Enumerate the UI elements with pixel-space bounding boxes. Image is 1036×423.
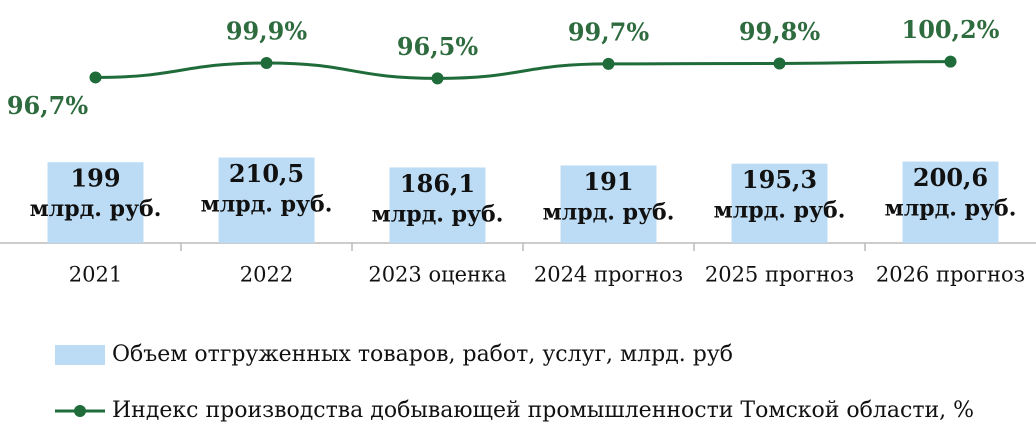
bar-value-label: 200,6	[913, 163, 988, 192]
line	[95, 60, 951, 80]
legend-label: Объем отгруженных товаров, работ, услуг,…	[112, 342, 733, 367]
bar	[560, 165, 657, 243]
bar-value-unit: млрд. руб.	[543, 199, 675, 225]
x-tick-label: 2023 оценка	[368, 263, 506, 287]
x-tick-label: 2021	[69, 263, 122, 287]
line-marker	[773, 57, 786, 70]
bar-value-unit: млрд. руб.	[885, 196, 1017, 222]
x-tick-label: 2024 прогноз	[534, 263, 683, 287]
x-tick-label: 2022	[240, 263, 293, 287]
bar-value-unit: млрд. руб.	[714, 198, 846, 224]
bar-value-unit: млрд. руб.	[201, 192, 333, 218]
bar-value-label: 186,1	[400, 169, 475, 198]
line-marker	[89, 71, 102, 84]
bar-value-label: 191	[583, 167, 633, 196]
legend-swatch	[55, 345, 105, 365]
x-tick-label: 2026 прогноз	[876, 263, 1025, 287]
line-marker	[602, 57, 615, 70]
line-value-label: 99,8%	[739, 17, 820, 46]
line-value-label: 96,5%	[397, 32, 478, 61]
bar-value-label: 195,3	[742, 165, 817, 194]
bar	[389, 167, 486, 243]
line-value-label: 100,2%	[902, 15, 1000, 44]
bar-value-unit: млрд. руб.	[372, 201, 504, 227]
line-marker	[260, 57, 273, 70]
bar-value-unit: млрд. руб.	[30, 196, 162, 222]
legend-swatch-marker	[74, 405, 86, 417]
bar	[47, 162, 144, 243]
bar-value-label: 199	[70, 164, 120, 193]
bar-value-label: 210,5	[229, 159, 304, 188]
line-marker	[431, 72, 444, 85]
legend-label: Индекс производства добывающей промышлен…	[112, 398, 974, 423]
bar	[902, 161, 999, 243]
line-marker	[944, 55, 957, 68]
bar	[218, 157, 315, 243]
bar	[731, 163, 828, 243]
line-value-label: 96,7%	[7, 91, 88, 120]
line-value-label: 99,7%	[568, 17, 649, 46]
x-tick-label: 2025 прогноз	[705, 263, 854, 287]
line-value-label: 99,9%	[226, 17, 307, 46]
